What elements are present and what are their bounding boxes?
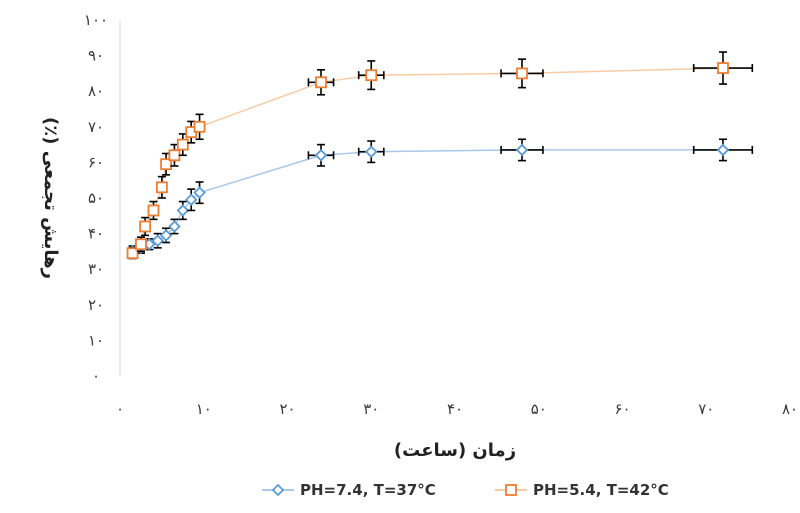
x-tick-label: ۷۰ <box>698 400 714 418</box>
y-axis-title: رهایش تجمعی (٪) <box>40 117 61 279</box>
y-tick-label: ۰ <box>92 367 100 385</box>
data-point <box>184 193 198 207</box>
data-point <box>717 62 729 74</box>
data-point <box>151 234 164 247</box>
data-point <box>364 145 378 158</box>
series-1 <box>126 138 754 258</box>
error-bar <box>357 140 385 164</box>
x-axis-title: زمان (ساعت) <box>394 440 516 461</box>
legend-item: PH=5.4, T=42°C <box>495 481 669 499</box>
data-point <box>314 149 328 162</box>
data-point <box>147 204 160 217</box>
y-tick-label: ۶۰ <box>88 153 104 171</box>
data-point <box>193 120 206 133</box>
x-tick-label: ۴۰ <box>447 400 463 418</box>
legend-marker <box>505 484 517 496</box>
data-point <box>168 220 181 233</box>
data-point <box>155 181 168 194</box>
legend: PH=7.4, T=37°C PH=5.4, T=42°C <box>262 481 669 499</box>
y-tick-label: ۹۰ <box>88 47 104 65</box>
data-point <box>315 76 327 89</box>
data-point <box>193 186 206 199</box>
y-tick-label: ۷۰ <box>88 118 104 136</box>
data-point <box>126 247 139 260</box>
x-tick-label: ۶۰ <box>614 400 630 418</box>
legend-marker <box>271 483 285 497</box>
y-tick-label: ۱۰۰ <box>84 11 108 29</box>
data-point <box>135 238 147 251</box>
data-point <box>716 143 730 157</box>
y-tick-label: ۳۰ <box>88 260 104 278</box>
series-line <box>132 149 723 253</box>
data-point <box>176 138 189 151</box>
data-point <box>139 220 152 233</box>
legend-label: PH=7.4, T=37°C <box>300 481 436 499</box>
y-axis-ticks: ۰ ۱۰ ۲۰ ۳۰ ۴۰ ۵۰ ۶۰ ۷۰ ۸۰ ۹۰ ۱۰۰ <box>84 11 108 385</box>
y-tick-label: ۱۰ <box>88 331 104 349</box>
y-tick-label: ۴۰ <box>88 225 104 243</box>
y-tick-label: ۵۰ <box>88 189 104 207</box>
data-point <box>365 69 378 82</box>
legend-label: PH=5.4, T=42°C <box>533 481 669 499</box>
series-line <box>132 67 724 254</box>
x-tick-label: ۱۰ <box>196 400 212 418</box>
x-tick-label: ۵۰ <box>531 400 547 418</box>
series-2 <box>126 51 754 260</box>
x-tick-label: ۳۰ <box>363 400 379 418</box>
legend-item: PH=7.4, T=37°C <box>262 481 436 499</box>
y-tick-label: ۸۰ <box>88 82 104 100</box>
x-tick-label: ۰ <box>116 400 124 418</box>
data-point <box>515 143 529 157</box>
x-tick-label: ۲۰ <box>279 400 295 418</box>
data-point <box>160 158 172 171</box>
data-point <box>159 229 173 242</box>
data-point <box>176 204 190 217</box>
data-point <box>168 149 181 162</box>
y-tick-label: ۲۰ <box>88 296 104 314</box>
plot-area <box>126 51 754 260</box>
x-axis-ticks: ۰ ۱۰ ۲۰ ۳۰ ۴۰ ۵۰ ۶۰ ۷۰ ۸۰ <box>116 400 798 418</box>
data-point <box>516 67 528 80</box>
x-tick-label: ۸۰ <box>782 400 798 418</box>
